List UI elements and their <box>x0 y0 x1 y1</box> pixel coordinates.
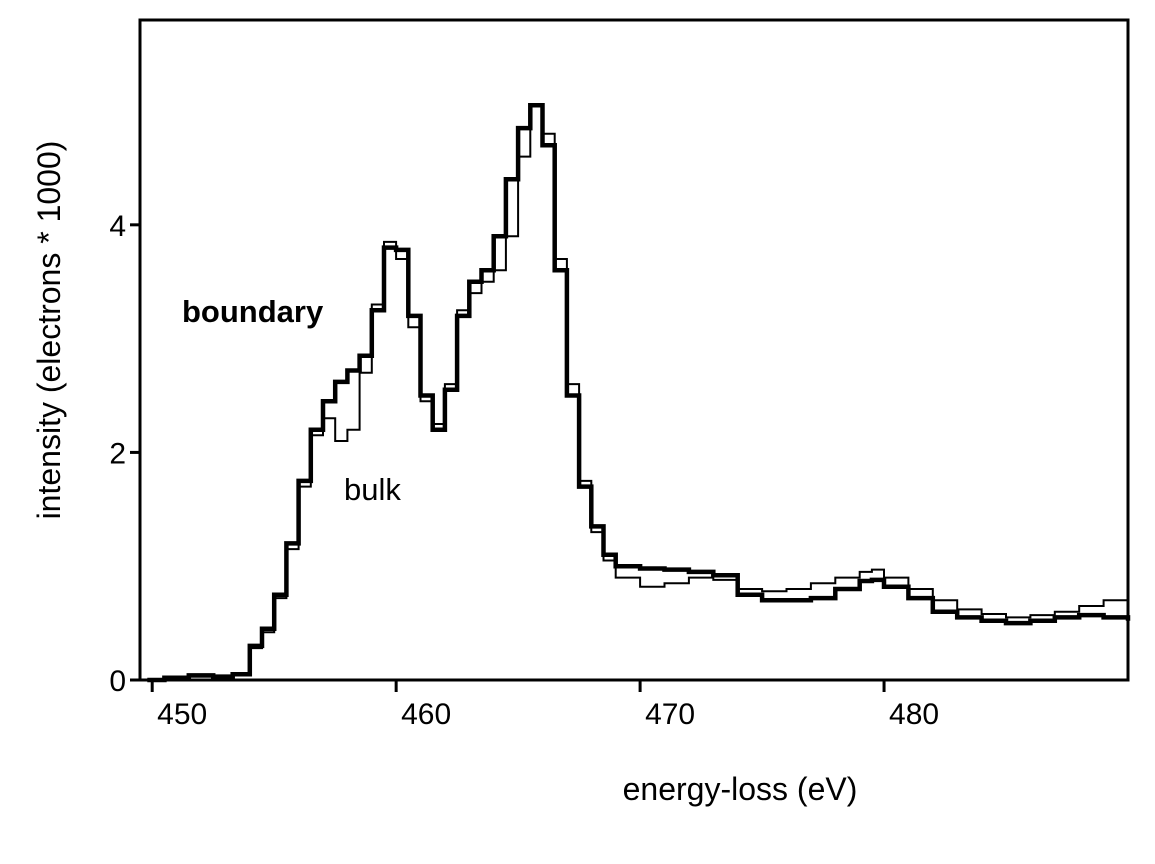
series-label-bulk: bulk <box>344 472 401 507</box>
series-line-boundary <box>147 103 1131 683</box>
x-tick-label: 470 <box>645 698 695 731</box>
x-axis-label: energy-loss (eV) <box>623 771 858 807</box>
y-axis-label: intensity (electrons * 1000) <box>31 141 67 520</box>
series-line-bulk <box>147 104 1128 681</box>
series-label-boundary: boundary <box>182 294 324 329</box>
y-tick-label: 2 <box>109 437 126 470</box>
y-tick-label: 0 <box>109 665 126 698</box>
series-lines <box>147 103 1131 683</box>
x-tick-label: 460 <box>401 698 451 731</box>
x-tick-label: 480 <box>889 698 939 731</box>
x-tick-label: 450 <box>157 698 207 731</box>
y-tick-label: 4 <box>109 210 126 243</box>
x-axis-ticks: 450 460 470 480 <box>150 680 939 731</box>
plot-frame <box>138 18 1130 682</box>
y-axis-ticks: 0 2 4 <box>109 210 140 698</box>
